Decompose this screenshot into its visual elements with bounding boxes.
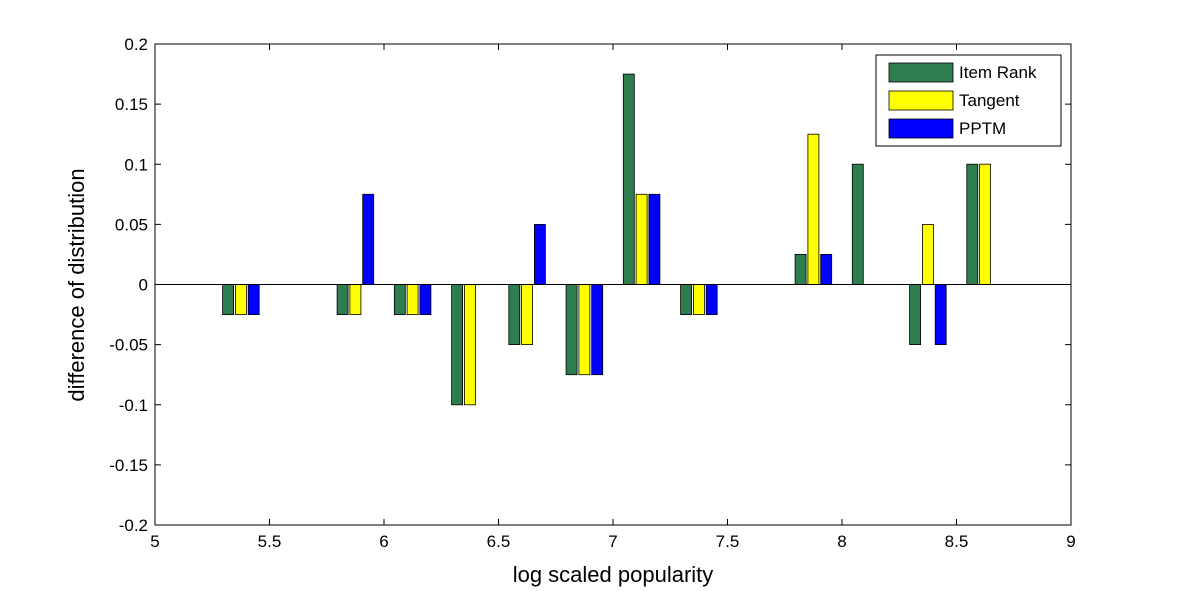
y-tick-label: 0.05 xyxy=(115,215,148,234)
x-tick-label: 8.5 xyxy=(945,532,969,551)
legend-label: PPTM xyxy=(959,119,1006,138)
y-tick-label: -0.05 xyxy=(109,336,148,355)
bar xyxy=(966,163,979,285)
bar xyxy=(419,284,432,316)
bars-group xyxy=(222,73,991,406)
x-tick-label: 6 xyxy=(379,532,388,551)
bar xyxy=(349,284,362,316)
bar xyxy=(635,193,648,285)
bar xyxy=(909,284,921,345)
legend: Item Rank Tangent PPTM xyxy=(875,54,1062,147)
bar xyxy=(591,284,604,376)
bar xyxy=(521,284,533,345)
bar xyxy=(508,284,521,345)
bar xyxy=(336,284,349,316)
bar xyxy=(463,284,476,406)
x-tick-label: 7 xyxy=(608,532,617,551)
bar xyxy=(794,253,807,285)
x-tick-label: 6.5 xyxy=(487,532,511,551)
x-tick-label: 5 xyxy=(150,532,159,551)
axes-group: 5 5.5 6 6.5 7 7.5 8 8.5 9 -0.2 -0.15 -0.1 -0.05 0 0.05… xyxy=(109,35,1075,551)
bar xyxy=(922,223,934,285)
legend-swatch xyxy=(888,62,954,83)
x-tick-label: 8 xyxy=(837,532,846,551)
bar xyxy=(680,284,692,316)
x-tick-label: 7.5 xyxy=(716,532,740,551)
bar xyxy=(705,284,718,316)
x-tick-label: 9 xyxy=(1066,532,1075,551)
bar xyxy=(648,193,661,285)
bar xyxy=(393,284,406,316)
bar xyxy=(820,253,833,285)
y-tick-label: -0.1 xyxy=(119,396,148,415)
y-axis-title: difference of distribution xyxy=(64,168,89,401)
bar xyxy=(406,284,419,316)
bar xyxy=(362,193,375,285)
bar xyxy=(234,284,247,316)
bar xyxy=(565,284,578,376)
bar xyxy=(622,73,635,285)
legend-swatch xyxy=(888,90,954,111)
bar xyxy=(807,133,820,285)
bar xyxy=(578,284,591,376)
bar xyxy=(534,223,546,285)
legend-swatch xyxy=(888,118,954,139)
bar xyxy=(451,284,464,406)
x-tick-label: 5.5 xyxy=(258,532,282,551)
bar xyxy=(934,284,947,345)
bar xyxy=(693,284,705,316)
y-tick-label: 0.1 xyxy=(124,155,148,174)
y-tick-label: 0.2 xyxy=(124,35,148,54)
y-tick-label: -0.2 xyxy=(119,516,148,535)
y-tick-label: 0.15 xyxy=(115,95,148,114)
legend-label: Tangent xyxy=(959,91,1020,110)
bar xyxy=(979,163,991,285)
legend-label: Item Rank xyxy=(959,63,1037,82)
bar xyxy=(247,284,260,316)
x-axis-title: log scaled popularity xyxy=(513,562,714,587)
y-tick-label: 0 xyxy=(139,276,148,295)
bar xyxy=(851,163,864,285)
bar xyxy=(222,284,235,316)
y-tick-label: -0.15 xyxy=(109,456,148,475)
